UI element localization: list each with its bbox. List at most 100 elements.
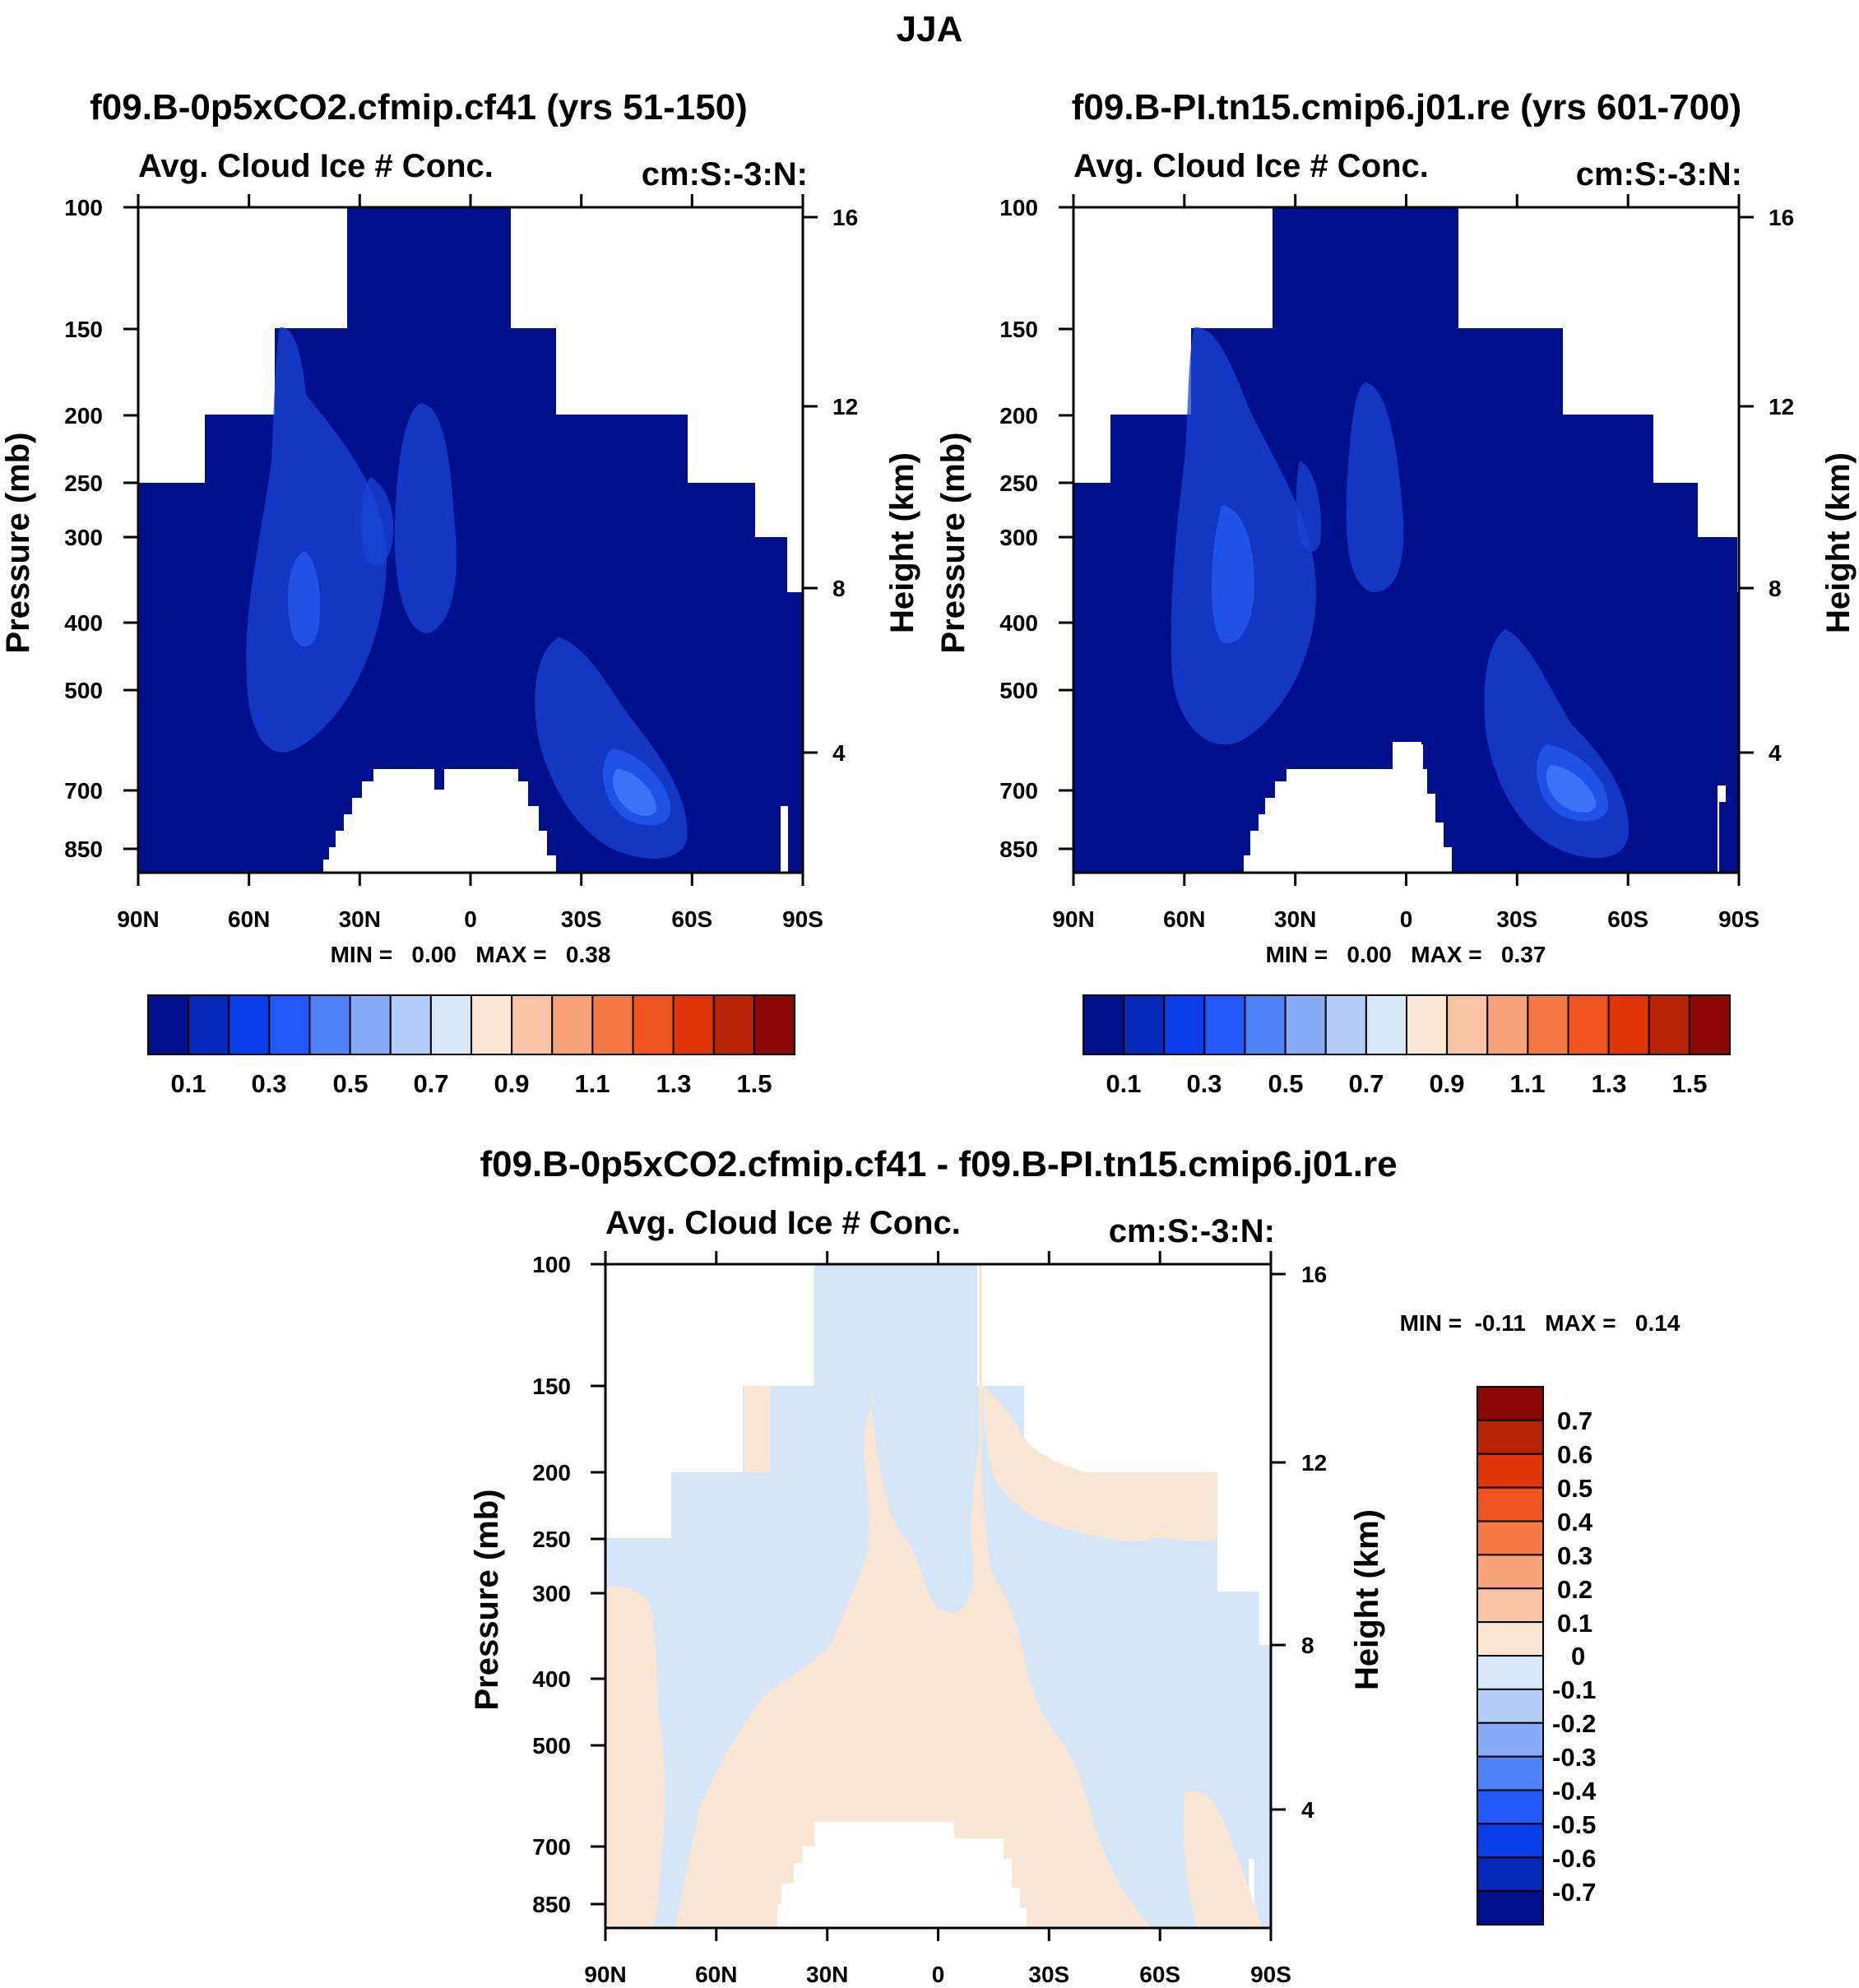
- y-tick-label: 150: [532, 1374, 571, 1399]
- colorbar-swatch: [389, 994, 432, 1055]
- y2-tick-label: 16: [1301, 1262, 1327, 1287]
- panel-3-y-axis-title: Pressure (mb): [469, 1490, 505, 1711]
- y2-tick-label: 12: [1769, 394, 1794, 419]
- colorbar-label: -0.2: [1552, 1709, 1596, 1738]
- colorbar-swatch: [1477, 1655, 1544, 1690]
- x-tick-label: 30S: [1496, 906, 1537, 932]
- colorbar-swatch: [591, 994, 634, 1055]
- panel-1-title: f09.B-0p5xCO2.cfmip.cf41 (yrs 51-150): [90, 87, 748, 127]
- colorbar-label: 0.7: [413, 1069, 448, 1098]
- colorbar-swatch: [1406, 994, 1449, 1055]
- y-tick-label: 250: [64, 470, 103, 496]
- x-tick-label: 90S: [782, 906, 823, 932]
- panel-3-colorbar: 0.7 0.6 0.5 0.4 0.3 0.2 0.1 0 -0.1 -0.2 …: [1477, 1386, 1597, 1925]
- colorbar-label: 0.9: [494, 1069, 529, 1098]
- colorbar-swatch: [471, 994, 513, 1055]
- panel-2-y2-axis-title: Height (km): [1820, 452, 1857, 633]
- colorbar-label: 0.3: [1186, 1069, 1222, 1098]
- panel-2-title: f09.B-PI.tn15.cmip6.j01.re (yrs 601-700): [1072, 87, 1741, 127]
- colorbar-swatch: [349, 994, 392, 1055]
- panel-3-plot-field: [605, 1264, 1271, 1928]
- colorbar-swatch: [1123, 994, 1166, 1055]
- colorbar-swatch: [1082, 994, 1125, 1055]
- colorbar-label: -0.7: [1552, 1878, 1596, 1907]
- panel-1-y2-axis-title: Height (km): [884, 452, 920, 633]
- colorbar-swatch: [1477, 1453, 1544, 1489]
- panel-2-x-ticks: [1072, 194, 1741, 886]
- panel-3-field-pos: [675, 1390, 1152, 1928]
- colorbar-label: 0.9: [1429, 1069, 1464, 1098]
- x-tick-label: 0: [464, 906, 477, 932]
- colorbar-swatch: [1688, 994, 1731, 1055]
- y-tick-label: 400: [64, 610, 103, 636]
- x-tick-label: 30N: [806, 1962, 848, 1987]
- colorbar-swatch: [1477, 1621, 1544, 1657]
- colorbar-swatch: [1477, 1688, 1544, 1724]
- colorbar-swatch: [1477, 1486, 1544, 1522]
- colorbar-swatch: [1648, 994, 1690, 1055]
- colorbar-swatch: [551, 994, 594, 1055]
- y-tick-label: 100: [64, 195, 103, 220]
- colorbar-label: -0.1: [1552, 1675, 1596, 1704]
- colorbar-swatch: [1477, 1419, 1544, 1455]
- panel-2-colorbar: 0.1 0.3 0.5 0.7 0.9 1.1 1.3 1.5: [1082, 994, 1731, 1098]
- panel-3-x-ticks: [604, 1251, 1273, 1941]
- panel-1-units-label: cm:S:-3:N:: [642, 156, 808, 192]
- x-tick-label: 30S: [561, 906, 602, 932]
- panel-1: f09.B-0p5xCO2.cfmip.cf41 (yrs 51-150) Av…: [0, 87, 920, 1098]
- colorbar-label: 0.1: [170, 1069, 206, 1098]
- y2-tick-label: 8: [1301, 1633, 1314, 1658]
- colorbar-label: 1.5: [736, 1069, 772, 1098]
- colorbar-swatch: [1527, 994, 1569, 1055]
- panel-1-field-base: [138, 207, 803, 873]
- colorbar-swatch: [1477, 1890, 1544, 1925]
- colorbar-swatch: [632, 994, 675, 1055]
- x-tick-label: 60N: [1163, 906, 1205, 932]
- y2-tick-label: 4: [1301, 1797, 1314, 1823]
- colorbar-label: 0.5: [1268, 1069, 1303, 1098]
- panel-3-units-label: cm:S:-3:N:: [1109, 1213, 1275, 1249]
- colorbar-swatch: [1477, 1789, 1544, 1825]
- x-tick-label: 90N: [117, 906, 159, 932]
- y-tick-label: 850: [64, 836, 103, 862]
- x-tick-label: 0: [932, 1962, 945, 1987]
- y-tick-label: 700: [64, 778, 103, 804]
- colorbar-label: 1.1: [1509, 1069, 1545, 1098]
- colorbar-swatch: [1477, 1587, 1544, 1624]
- panel-1-plot-field: [138, 207, 803, 873]
- colorbar-swatch: [753, 994, 795, 1055]
- x-tick-label: 90N: [1052, 906, 1094, 932]
- x-tick-label: 60N: [695, 1962, 737, 1987]
- panel-3: f09.B-0p5xCO2.cfmip.cf41 - f09.B-PI.tn15…: [469, 1144, 1681, 1987]
- main-title: JJA: [897, 9, 963, 49]
- colorbar-swatch: [1477, 1755, 1544, 1791]
- panel-1-y-ticks: [123, 206, 818, 850]
- panel-3-min-max: MIN = -0.11 MAX = 0.14: [1400, 1310, 1681, 1336]
- y-tick-label: 200: [532, 1460, 571, 1485]
- y-tick-label: 500: [532, 1733, 571, 1759]
- panel-3-y-ticks: [591, 1263, 1286, 1906]
- colorbar-swatch: [1477, 1823, 1544, 1859]
- colorbar-label: 0: [1571, 1642, 1585, 1671]
- y-tick-label: 500: [64, 678, 103, 703]
- colorbar-label: 1.1: [574, 1069, 610, 1098]
- colorbar-label: -0.6: [1552, 1844, 1596, 1873]
- colorbar-label: 0.1: [1106, 1069, 1141, 1098]
- colorbar-label: 0.1: [1557, 1609, 1592, 1638]
- colorbar-label: 1.3: [1591, 1069, 1626, 1098]
- colorbar-swatch: [1244, 994, 1286, 1055]
- y-tick-label: 300: [999, 525, 1038, 550]
- panel-3-left-label: Avg. Cloud Ice # Conc.: [605, 1205, 961, 1241]
- colorbar-swatch: [1446, 994, 1489, 1055]
- x-tick-label: 60S: [671, 906, 712, 932]
- y-tick-label: 400: [999, 610, 1038, 636]
- y2-tick-label: 8: [1769, 576, 1782, 601]
- colorbar-swatch: [1477, 1856, 1544, 1893]
- colorbar-swatch: [1607, 994, 1650, 1055]
- colorbar-label: 0.5: [332, 1069, 368, 1098]
- x-tick-label: 30S: [1028, 1962, 1069, 1987]
- y-tick-label: 850: [532, 1892, 571, 1917]
- x-tick-label: 30N: [339, 906, 381, 932]
- y-tick-label: 700: [999, 778, 1038, 804]
